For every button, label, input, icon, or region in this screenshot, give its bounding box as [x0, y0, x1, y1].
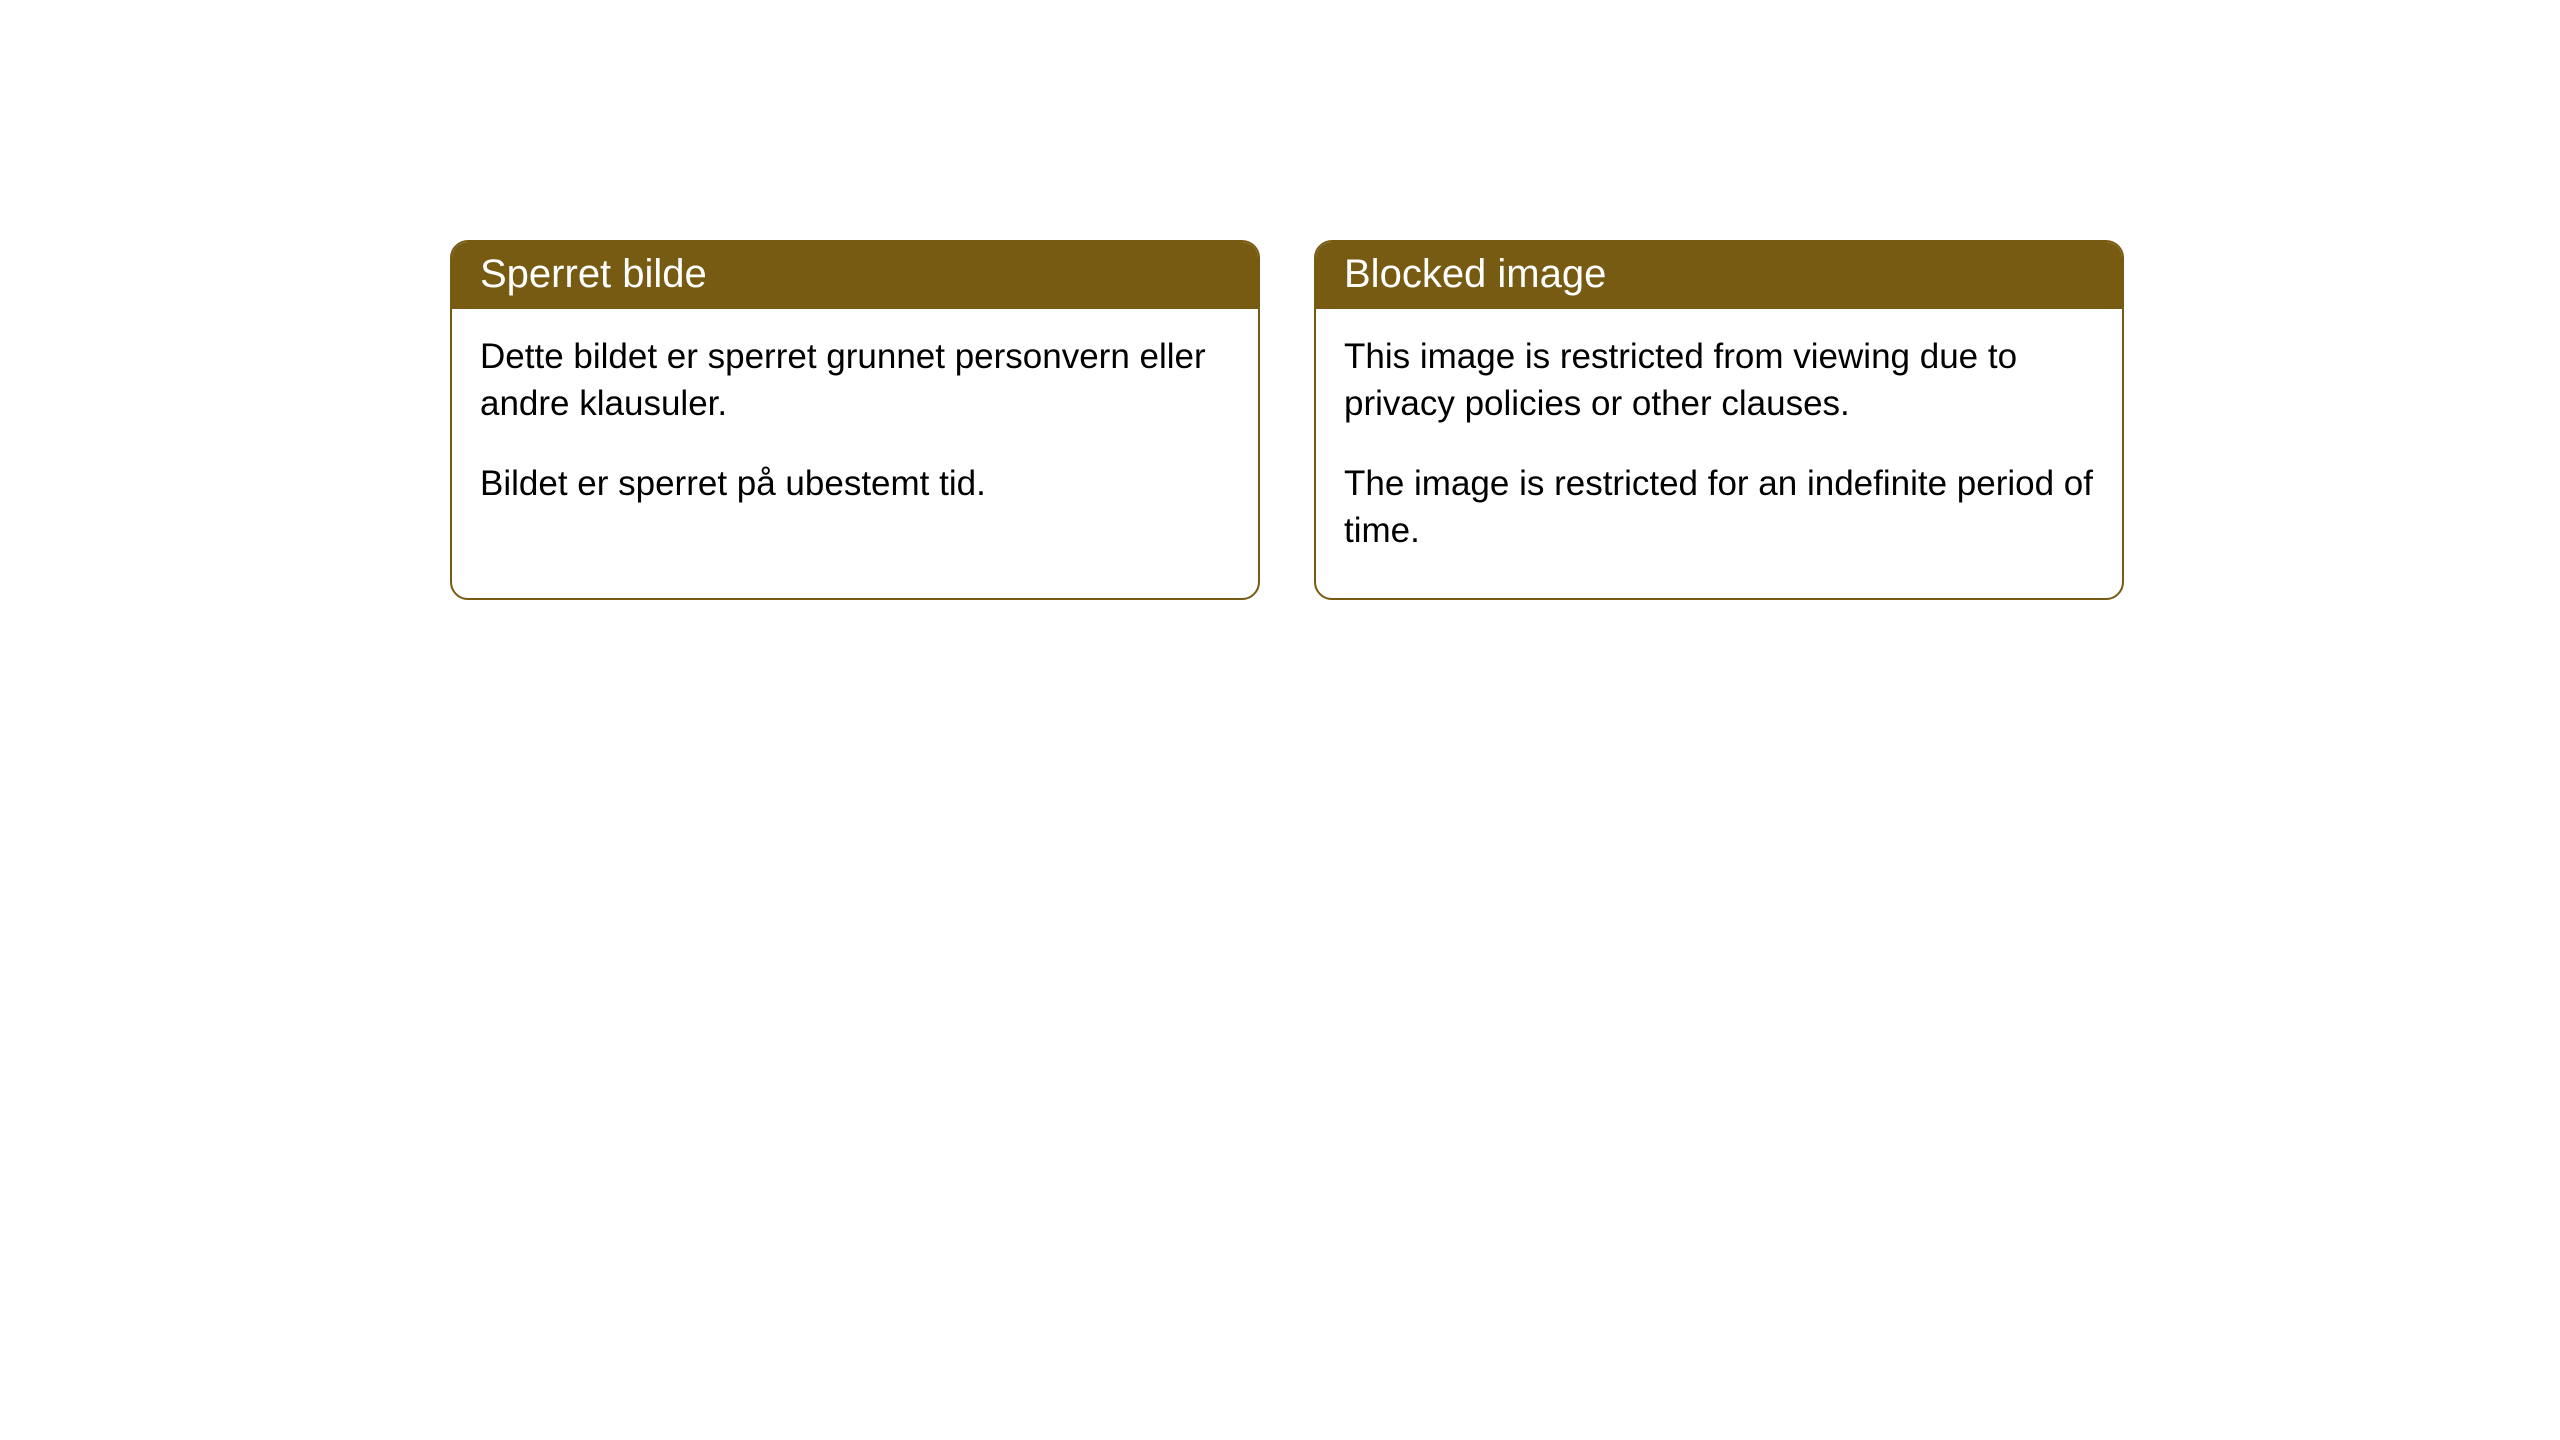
card-para-1: This image is restricted from viewing du… — [1344, 333, 2094, 428]
card-title: Sperret bilde — [480, 252, 707, 296]
card-body: This image is restricted from viewing du… — [1316, 309, 2122, 598]
cards-container: Sperret bilde Dette bildet er sperret gr… — [0, 0, 2560, 600]
card-para-2: The image is restricted for an indefinit… — [1344, 460, 2094, 555]
card-header: Blocked image — [1316, 242, 2122, 309]
card-title: Blocked image — [1344, 252, 1606, 296]
card-header: Sperret bilde — [452, 242, 1258, 309]
card-para-1: Dette bildet er sperret grunnet personve… — [480, 333, 1230, 428]
blocked-image-card-norwegian: Sperret bilde Dette bildet er sperret gr… — [450, 240, 1260, 600]
card-body: Dette bildet er sperret grunnet personve… — [452, 309, 1258, 551]
blocked-image-card-english: Blocked image This image is restricted f… — [1314, 240, 2124, 600]
card-para-2: Bildet er sperret på ubestemt tid. — [480, 460, 1230, 507]
